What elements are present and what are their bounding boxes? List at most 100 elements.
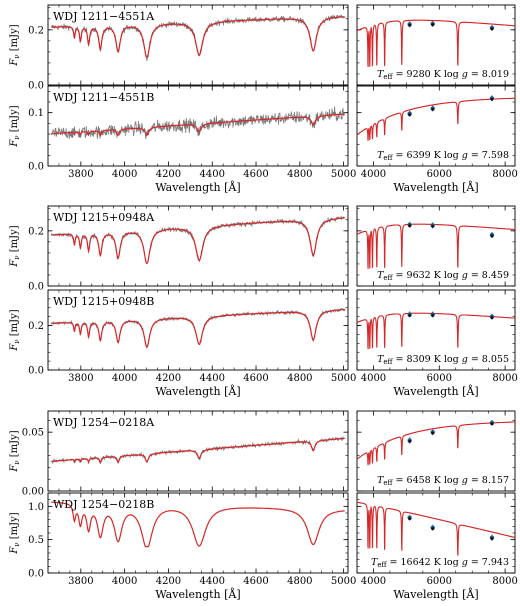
fit-parameters-3: Teff = 9632 K log g = 8.459 bbox=[377, 270, 509, 282]
model-spectrum-4 bbox=[51, 308, 345, 348]
x-axis-label-left: Wavelength [Å] bbox=[155, 180, 240, 194]
left-ytick-label: 0.1 bbox=[28, 108, 44, 119]
left-xtick-label: 5000 bbox=[331, 169, 356, 180]
model-sed-1 bbox=[357, 19, 515, 68]
model-spectrum-3 bbox=[51, 217, 345, 264]
synthetic-point bbox=[431, 107, 435, 111]
left-xtick-label: 4000 bbox=[112, 576, 137, 587]
model-spectrum-1 bbox=[51, 16, 345, 58]
right-panel-2-frame bbox=[356, 85, 516, 167]
left-xtick-label: 3800 bbox=[68, 169, 93, 180]
x-axis-label-right: Wavelength [Å] bbox=[393, 180, 478, 194]
synthetic-point bbox=[490, 422, 494, 426]
left-xtick-label: 3800 bbox=[68, 373, 93, 384]
left-ytick-label: 0.2 bbox=[28, 321, 44, 332]
x-axis-label-right: Wavelength [Å] bbox=[393, 587, 478, 601]
synthetic-point bbox=[431, 527, 435, 531]
left-xtick-label: 5000 bbox=[331, 576, 356, 587]
left-ytick-label: 1.0 bbox=[28, 502, 44, 513]
left-xtick-label: 4200 bbox=[156, 576, 181, 587]
model-spectrum-5 bbox=[51, 437, 345, 465]
left-xtick-label: 4800 bbox=[287, 169, 312, 180]
left-panel-5-frame bbox=[47, 410, 349, 492]
synthetic-point bbox=[408, 113, 412, 117]
right-xtick-label: 4000 bbox=[361, 373, 386, 384]
synthetic-point bbox=[490, 27, 494, 31]
left-xtick-label: 4200 bbox=[156, 373, 181, 384]
row-2: WDJ 1211−4551B 0.0 0.1 Fν [mJy] 3800 4000 4200… bbox=[9, 85, 518, 194]
y-axis-label: Fν [mJy] bbox=[9, 512, 21, 554]
left-ytick-label: 0.0 bbox=[28, 569, 44, 580]
left-ytick-label: 0.0 bbox=[28, 366, 44, 377]
x-axis-label-right: Wavelength [Å] bbox=[393, 384, 478, 398]
synthetic-point bbox=[408, 439, 412, 443]
left-ytick-label: 0.2 bbox=[28, 226, 44, 237]
left-xtick-label: 4600 bbox=[243, 576, 268, 587]
left-panel-1-frame bbox=[47, 4, 349, 86]
model-sed-4 bbox=[357, 312, 515, 350]
left-xtick-label: 3800 bbox=[68, 576, 93, 587]
y-axis-label: Fν [mJy] bbox=[9, 24, 21, 66]
right-xtick-label: 6000 bbox=[427, 576, 452, 587]
model-spectrum-2 bbox=[51, 113, 345, 137]
left-ytick-label: 0.0 bbox=[28, 162, 44, 173]
x-axis-label-left: Wavelength [Å] bbox=[155, 384, 240, 398]
model-sed-6 bbox=[357, 501, 515, 556]
right-xtick-label: 8000 bbox=[492, 373, 517, 384]
row-6: WDJ 1254−0218B 0.0 0.5 1.0 Fν [mJy] 3800 4000 4… bbox=[9, 492, 518, 601]
right-xtick-label: 6000 bbox=[427, 169, 452, 180]
fit-parameters-4: Teff = 8309 K log g = 8.055 bbox=[377, 354, 509, 366]
left-xtick-label: 4600 bbox=[243, 169, 268, 180]
left-ytick-label: 0.00 bbox=[22, 487, 44, 498]
right-panel-1-frame bbox=[356, 4, 516, 86]
fit-parameters-1: Teff = 9280 K log g = 8.019 bbox=[377, 69, 509, 81]
synthetic-point bbox=[431, 313, 435, 317]
fit-parameters-2: Teff = 6399 K log g = 7.598 bbox=[377, 150, 509, 162]
right-xtick-label: 4000 bbox=[361, 576, 386, 587]
row-3: WDJ 1215+0948A 0.0 0.2 Fν [mJy] Teff = 9632 … bbox=[9, 205, 516, 293]
left-xtick-label: 4800 bbox=[287, 576, 312, 587]
left-ytick-label: 0.2 bbox=[28, 25, 44, 36]
right-panel-3-frame bbox=[356, 205, 516, 287]
left-ytick-label: 0.5 bbox=[28, 535, 44, 546]
right-panel-5-frame bbox=[356, 410, 516, 492]
synthetic-point bbox=[490, 97, 494, 101]
observed-spectrum-2 bbox=[50, 106, 345, 140]
right-xtick-label: 8000 bbox=[492, 169, 517, 180]
right-xtick-label: 8000 bbox=[492, 576, 517, 587]
synthetic-point bbox=[431, 23, 435, 27]
left-xtick-label: 4400 bbox=[200, 576, 225, 587]
model-spectrum-6 bbox=[51, 501, 345, 548]
star-name-5: WDJ 1254−0218A bbox=[53, 416, 155, 429]
model-sed-5 bbox=[357, 421, 515, 466]
synthetic-point bbox=[490, 234, 494, 238]
right-panel-4-frame bbox=[356, 289, 516, 371]
left-ytick-label: 0.0 bbox=[28, 81, 44, 92]
synthetic-point bbox=[408, 23, 412, 27]
left-panel-2-frame bbox=[47, 85, 349, 167]
y-axis-label: Fν [mJy] bbox=[9, 430, 21, 472]
star-name-2: WDJ 1211−4551B bbox=[53, 91, 154, 104]
left-xtick-label: 4600 bbox=[243, 373, 268, 384]
left-ytick-label: 0.05 bbox=[22, 428, 44, 439]
synthetic-point bbox=[490, 316, 494, 320]
star-name-4: WDJ 1215+0948B bbox=[53, 295, 154, 308]
left-ytick-label: 0.0 bbox=[28, 282, 44, 293]
left-panel-4-frame bbox=[47, 289, 349, 371]
y-axis-label: Fν [mJy] bbox=[9, 105, 21, 147]
star-name-6: WDJ 1254−0218B bbox=[53, 498, 154, 511]
synthetic-point bbox=[408, 517, 412, 521]
fit-parameters-5: Teff = 6458 K log g = 8.157 bbox=[377, 475, 509, 487]
left-xtick-label: 4000 bbox=[112, 373, 137, 384]
synthetic-point bbox=[490, 537, 494, 541]
star-name-3: WDJ 1215+0948A bbox=[53, 211, 155, 224]
synthetic-point bbox=[431, 431, 435, 435]
synthetic-point bbox=[408, 313, 412, 317]
left-panel-3-frame bbox=[47, 205, 349, 287]
right-xtick-label: 4000 bbox=[361, 169, 386, 180]
model-sed-2 bbox=[357, 97, 515, 141]
row-1: WDJ 1211−4551A 0.0 0.2 Fν [mJy] Teff = 9280 … bbox=[9, 4, 516, 92]
right-xtick-label: 6000 bbox=[427, 373, 452, 384]
